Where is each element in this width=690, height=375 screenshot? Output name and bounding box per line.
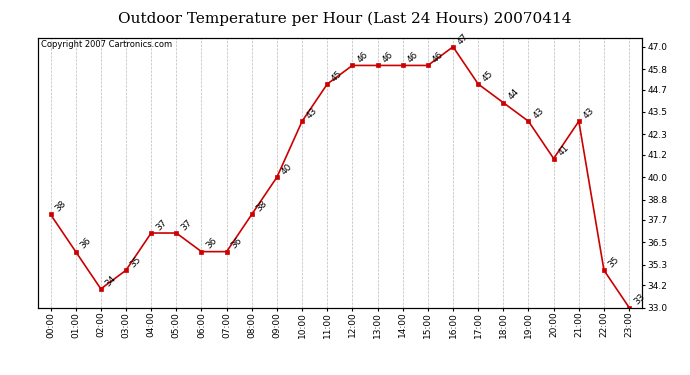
Text: 46: 46 bbox=[355, 50, 370, 64]
Text: 43: 43 bbox=[305, 106, 319, 120]
Text: 36: 36 bbox=[204, 236, 219, 251]
Text: 41: 41 bbox=[556, 143, 571, 158]
Text: 45: 45 bbox=[330, 69, 344, 83]
Text: 33: 33 bbox=[632, 292, 647, 307]
Text: 43: 43 bbox=[531, 106, 546, 120]
Text: 38: 38 bbox=[255, 199, 269, 214]
Text: 40: 40 bbox=[279, 162, 294, 176]
Text: Copyright 2007 Cartronics.com: Copyright 2007 Cartronics.com bbox=[41, 40, 172, 49]
Text: 35: 35 bbox=[607, 255, 621, 270]
Text: 46: 46 bbox=[380, 50, 395, 64]
Text: 45: 45 bbox=[481, 69, 495, 83]
Text: 47: 47 bbox=[456, 32, 470, 46]
Text: Outdoor Temperature per Hour (Last 24 Hours) 20070414: Outdoor Temperature per Hour (Last 24 Ho… bbox=[118, 11, 572, 26]
Text: 37: 37 bbox=[179, 218, 194, 232]
Text: 44: 44 bbox=[506, 88, 520, 102]
Text: 46: 46 bbox=[406, 50, 420, 64]
Text: 37: 37 bbox=[154, 218, 168, 232]
Text: 35: 35 bbox=[129, 255, 144, 270]
Text: 38: 38 bbox=[53, 199, 68, 214]
Text: 34: 34 bbox=[104, 274, 118, 288]
Text: 36: 36 bbox=[79, 236, 93, 251]
Text: 43: 43 bbox=[582, 106, 596, 120]
Text: 36: 36 bbox=[229, 236, 244, 251]
Text: 46: 46 bbox=[431, 50, 445, 64]
